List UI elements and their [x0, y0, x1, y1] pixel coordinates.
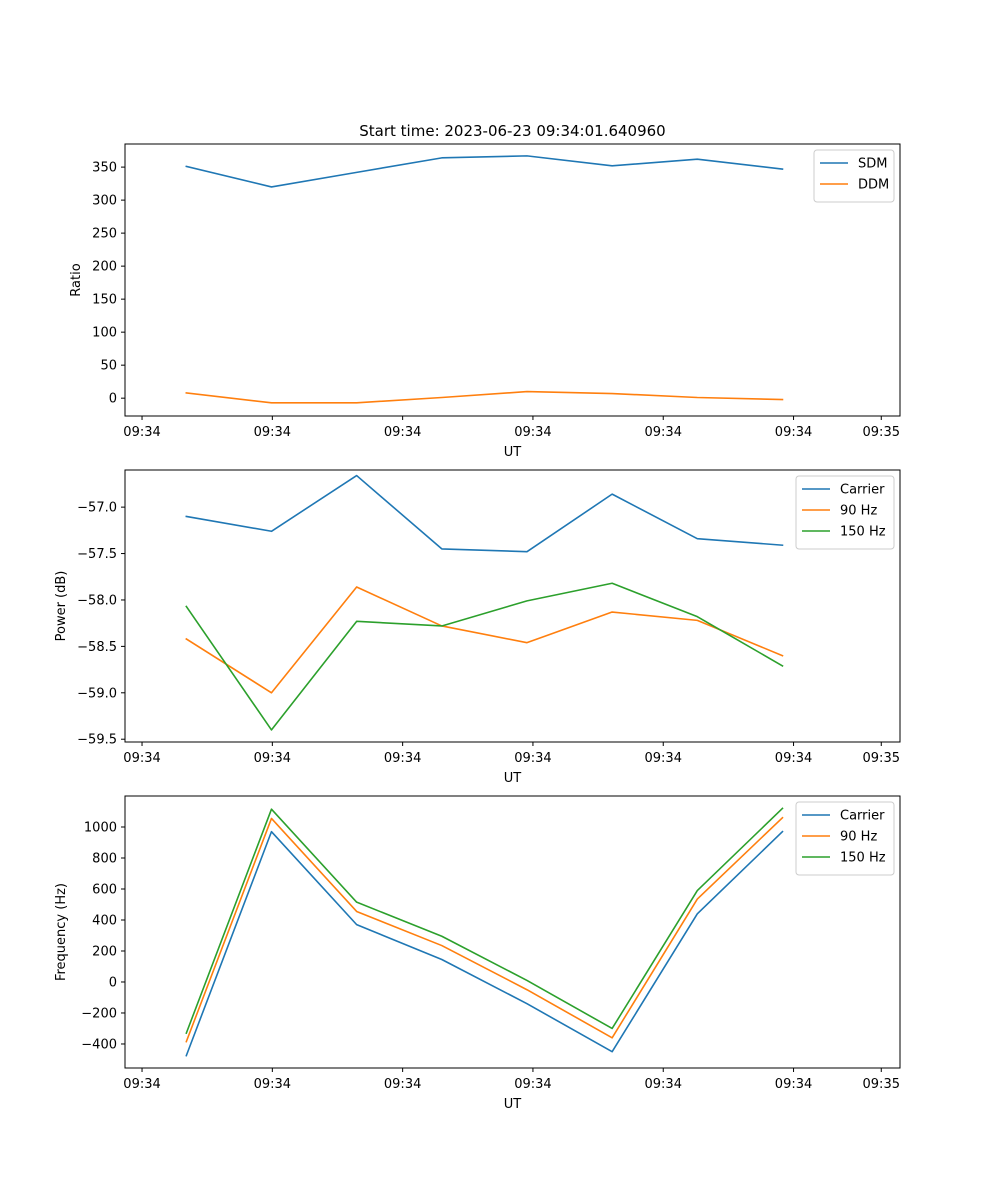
chart-panel-2: 09:34 09:34 09:34 09:34 09:34 09:34 09:35 −59.5…: [54, 469, 901, 786]
series-line-ddm: [185, 390, 784, 404]
series-line-carrier: [185, 474, 784, 553]
x-tick-label: 09:34: [514, 1077, 551, 1092]
legend-label: 90 Hz: [840, 504, 877, 519]
y-tick-label: 200: [92, 260, 117, 275]
y-axis-label: Ratio: [69, 263, 84, 296]
y-tick-label: 100: [92, 326, 117, 341]
axes-frame: [124, 795, 901, 1069]
x-tick-label: 09:34: [254, 425, 291, 440]
y-tick-label: −200: [81, 1006, 117, 1021]
x-tick-label: 09:34: [123, 425, 160, 440]
y-tick-label: 50: [100, 359, 117, 374]
x-tick-label: 09:34: [775, 751, 812, 766]
x-tick-label: 09:34: [645, 425, 682, 440]
x-tick-label: 09:35: [863, 1077, 900, 1092]
x-tick-label: 09:34: [384, 1077, 421, 1092]
y-tick-label: 0: [109, 392, 117, 407]
x-tick-label: 09:34: [384, 751, 421, 766]
x-tick-label: 09:34: [384, 425, 421, 440]
x-tick-label: 09:34: [514, 425, 551, 440]
y-tick-label: 350: [92, 161, 117, 176]
y-tick-label: −59.5: [77, 733, 117, 748]
x-tick-label: 09:34: [645, 751, 682, 766]
y-tick-label: −59.0: [77, 686, 117, 701]
y-tick-label: 200: [92, 944, 117, 959]
chart-title: Start time: 2023-06-23 09:34:01.640960: [359, 122, 665, 140]
y-tick-label: 400: [92, 913, 117, 928]
x-tick-label: 09:34: [514, 751, 551, 766]
legend-label: Carrier: [840, 809, 885, 824]
y-tick-label: 300: [92, 194, 117, 209]
y-tick-label: 1000: [84, 820, 117, 835]
x-tick-label: 09:35: [863, 425, 900, 440]
x-axis-label: UT: [504, 445, 522, 460]
x-axis-label: UT: [504, 771, 522, 786]
y-axis-label: Power (dB): [54, 571, 69, 642]
y-tick-label: 800: [92, 851, 117, 866]
legend: SDM DDM: [813, 149, 895, 203]
y-axis-label: Frequency (Hz): [54, 883, 69, 981]
y-tick-label: 600: [92, 882, 117, 897]
y-tick-label: −57.5: [77, 547, 117, 562]
x-tick-label: 09:35: [863, 751, 900, 766]
y-tick-label: 150: [92, 293, 117, 308]
series-line-90-hz: [185, 816, 784, 1043]
series-line-150-hz: [185, 582, 784, 731]
legend-label: 150 Hz: [840, 525, 886, 540]
x-tick-label: 09:34: [123, 751, 160, 766]
y-tick-label: 0: [109, 975, 117, 990]
legend-label: 150 Hz: [840, 851, 886, 866]
series-line-90-hz: [185, 586, 784, 694]
y-tick-label: 250: [92, 227, 117, 242]
x-tick-label: 09:34: [254, 1077, 291, 1092]
x-tick-label: 09:34: [254, 751, 291, 766]
x-tick-label: 09:34: [775, 1077, 812, 1092]
axes-frame: [124, 143, 901, 417]
series-line-carrier: [185, 830, 784, 1057]
legend: Carrier 90 Hz 150 Hz: [795, 475, 895, 550]
x-tick-label: 09:34: [645, 1077, 682, 1092]
chart-panel-1: Start time: 2023-06-23 09:34:01.640960 09…: [69, 122, 901, 460]
chart-panel-3: 09:34 09:34 09:34 09:34 09:34 09:34 09:35 −400 −…: [54, 795, 901, 1112]
y-tick-label: −400: [81, 1037, 117, 1052]
y-tick-label: −58.5: [77, 640, 117, 655]
x-axis-label: UT: [504, 1097, 522, 1112]
series-line-150-hz: [185, 807, 784, 1035]
x-tick-label: 09:34: [775, 425, 812, 440]
legend-label: Carrier: [840, 483, 885, 498]
legend-label: SDM: [858, 157, 887, 172]
legend-label: DDM: [858, 178, 889, 193]
legend-label: 90 Hz: [840, 830, 877, 845]
legend: Carrier 90 Hz 150 Hz: [795, 801, 895, 876]
axes-frame: [124, 469, 901, 743]
x-tick-label: 09:34: [123, 1077, 160, 1092]
series-line-sdm: [185, 155, 784, 188]
y-tick-label: −58.0: [77, 593, 117, 608]
y-tick-label: −57.0: [77, 501, 117, 516]
